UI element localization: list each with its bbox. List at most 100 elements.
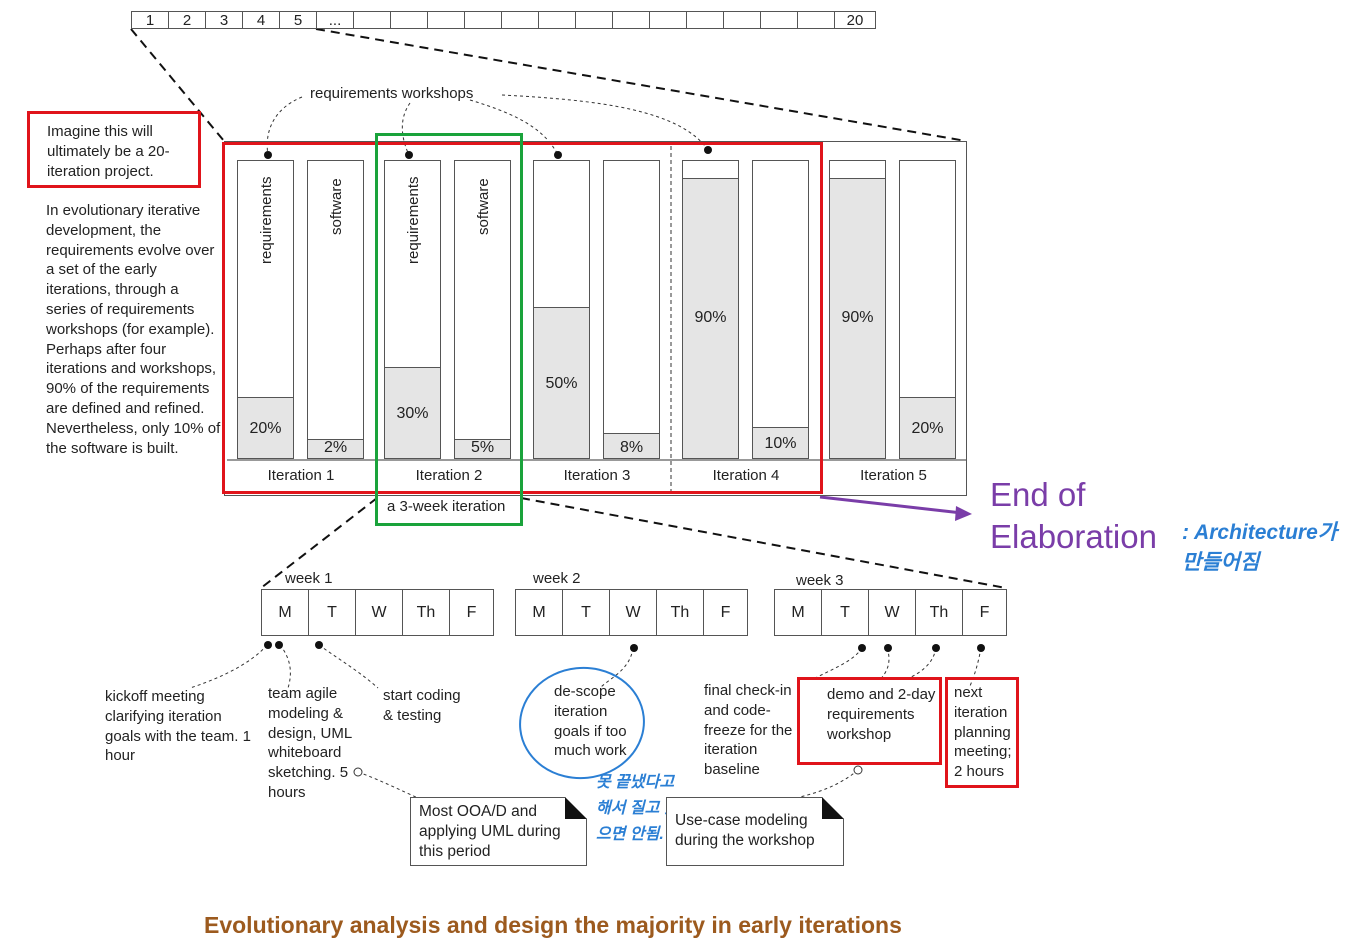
software-percent: 5% <box>470 439 495 456</box>
descope-annotation: 못 끝냈다고 해서 질고 있으면 안됨. <box>596 774 679 843</box>
requirements-remainder <box>830 161 885 179</box>
requirements-bar: 20% requirements <box>237 160 294 459</box>
requirements-remainder <box>683 161 738 179</box>
workshops-label: requirements workshops <box>310 85 474 102</box>
next-planning-note: next iteration planning meeting; 2 hours <box>954 684 1012 781</box>
event-dot <box>275 641 283 649</box>
strip-cell: ... <box>316 11 354 29</box>
workshop-dot <box>554 151 562 159</box>
three-week-label: a 3-week iteration <box>387 498 506 515</box>
requirements-fill <box>385 367 440 458</box>
software-bar: 5% software <box>454 160 511 459</box>
day-cell: T <box>308 589 356 636</box>
ooad-callout: Most OOA/D and applying UML during this … <box>410 797 587 866</box>
next-planning-highlight: next iteration planning meeting; 2 hours <box>945 677 1019 788</box>
strip-cell <box>427 11 465 29</box>
strip-cell: 20 <box>834 11 876 29</box>
requirements-percent: 20% <box>249 420 282 437</box>
end-of-elaboration-line1: End of <box>990 476 1086 513</box>
requirements-percent: 90% <box>694 309 727 326</box>
software-fill <box>308 439 363 458</box>
three-week-highlight <box>375 133 523 526</box>
day-cell: Th <box>402 589 450 636</box>
architecture-annotation: : Architecture가 만들어짐 <box>1182 521 1338 574</box>
project-scope-text: Imagine this will ultimately be a 20-ite… <box>47 123 170 180</box>
strip-cell <box>723 11 761 29</box>
requirements-bar: 30% requirements <box>384 160 441 459</box>
requirements-bar: 90% <box>829 160 886 459</box>
software-bar: 8% <box>603 160 660 459</box>
strip-cell <box>686 11 724 29</box>
workshop-dot <box>264 151 272 159</box>
day-cell: F <box>962 589 1007 636</box>
day-cell: Th <box>915 589 963 636</box>
event-dot <box>977 644 985 652</box>
workshop-dot <box>704 146 712 154</box>
requirements-bar: 50% <box>533 160 590 459</box>
strip-cell <box>464 11 502 29</box>
folded-corner-icon <box>822 797 844 819</box>
strip-cell <box>612 11 650 29</box>
event-dot <box>264 641 272 649</box>
strip-cell <box>760 11 798 29</box>
strip-cell <box>353 11 391 29</box>
kickoff-note: kickoff meeting clarifying iteration goa… <box>105 688 251 765</box>
strip-cell: 2 <box>168 11 206 29</box>
requirements-fill <box>683 177 738 458</box>
end-of-elaboration: End of Elaboration <box>990 474 1157 558</box>
demo-workshop-highlight: demo and 2-day requirements workshop <box>797 677 942 765</box>
day-cell: M <box>515 589 563 636</box>
software-fill <box>753 427 808 458</box>
requirements-fill <box>534 307 589 458</box>
requirements-fill <box>238 397 293 458</box>
software-percent: 10% <box>764 435 797 452</box>
day-cell: M <box>774 589 822 636</box>
iteration-label: Iteration 5 <box>860 467 927 484</box>
modeling-note: team agile modeling & design, UML whiteb… <box>268 685 352 801</box>
event-dot <box>315 641 323 649</box>
day-cell: Th <box>656 589 704 636</box>
software-fill <box>900 397 955 458</box>
demo-note: demo and 2-day requirements workshop <box>827 686 936 743</box>
coding-note: start coding & testing <box>383 687 461 724</box>
strip-cell <box>575 11 613 29</box>
final-checkin-note: final check-in and code-freeze for the i… <box>704 682 793 779</box>
software-percent: 2% <box>323 439 348 456</box>
software-percent: 20% <box>911 420 944 437</box>
event-dot <box>932 644 940 652</box>
strip-cell <box>390 11 428 29</box>
strip-cell <box>797 11 835 29</box>
day-cell: M <box>261 589 309 636</box>
strip-cell: 4 <box>242 11 280 29</box>
day-cell: F <box>703 589 748 636</box>
descope-note: de-scope iteration goals if too much wor… <box>554 683 627 760</box>
requirements-fill <box>830 177 885 458</box>
workshop-dot <box>405 151 413 159</box>
iteration-label: Iteration 2 <box>415 467 483 484</box>
software-bar: 2% software <box>307 160 364 459</box>
strip-cell <box>501 11 539 29</box>
software-percent: 8% <box>619 439 644 456</box>
event-dot <box>884 644 892 652</box>
strip-cell: 1 <box>131 11 169 29</box>
strip-cell: 5 <box>279 11 317 29</box>
strip-cell <box>649 11 687 29</box>
week-label: week 2 <box>533 570 581 587</box>
week-label: week 3 <box>796 572 844 589</box>
usecase-callout: Use-case modeling during the workshop <box>666 797 844 866</box>
requirements-percent: 90% <box>841 309 874 326</box>
software-bar: 20% <box>899 160 956 459</box>
strip-cell <box>538 11 576 29</box>
week-label: week 1 <box>285 570 333 587</box>
day-cell: T <box>562 589 610 636</box>
iteration-label: Iteration 4 <box>712 467 780 484</box>
iteration-label: Iteration 3 <box>563 467 631 484</box>
day-cell: F <box>449 589 494 636</box>
day-cell: W <box>355 589 403 636</box>
figure-caption: Evolutionary analysis and design the maj… <box>204 912 902 938</box>
requirements-percent: 50% <box>545 375 578 392</box>
requirements-bar: 90% <box>682 160 739 459</box>
usecase-callout-text: Use-case modeling during the workshop <box>675 812 815 849</box>
strip-cell: 3 <box>205 11 243 29</box>
day-cell: W <box>868 589 916 636</box>
